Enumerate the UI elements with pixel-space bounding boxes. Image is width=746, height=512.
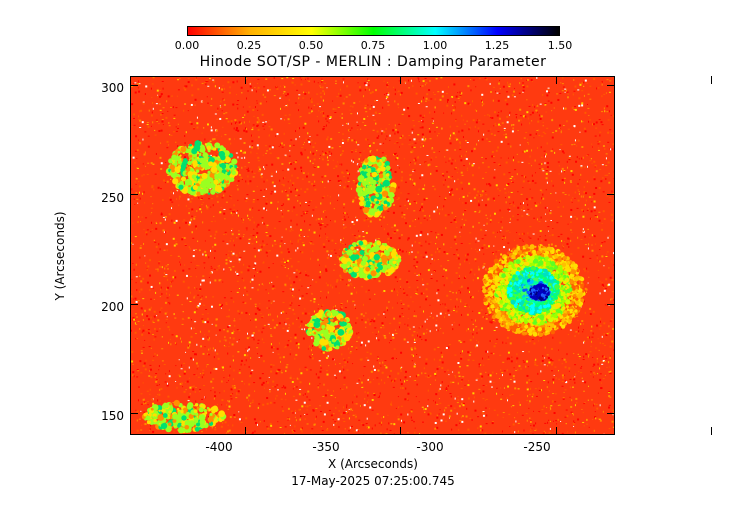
observation-timestamp: 17-May-2025 07:25:00.745 <box>291 474 455 488</box>
colorbar-tick-label: 0.00 <box>174 39 200 52</box>
y-tick-label: 200 <box>101 300 124 314</box>
colorbar-tick-label: 0.75 <box>360 39 386 52</box>
tickmark <box>130 303 138 305</box>
plage-upper-middle <box>355 155 397 218</box>
colorbar <box>187 26 560 36</box>
tickmark <box>607 84 615 86</box>
tickmark <box>400 76 402 84</box>
plage-upper-left <box>165 140 239 197</box>
tickmark <box>555 427 557 435</box>
plot-title: Hinode SOT/SP - MERLIN : Damping Paramet… <box>199 54 547 70</box>
tickmark <box>400 427 402 435</box>
y-tick-label: 150 <box>101 409 124 423</box>
tickmark <box>711 76 713 84</box>
x-tick-label: -250 <box>523 440 551 454</box>
tickmark <box>555 76 557 84</box>
tickmark <box>607 194 615 196</box>
plage-lower-left <box>141 399 227 434</box>
colorbar-tick-label: 0.25 <box>236 39 262 52</box>
x-axis-label: X (Arcseconds) <box>328 457 418 471</box>
plage-lower-center <box>305 309 354 352</box>
sunspot <box>482 243 586 338</box>
tickmark <box>245 76 247 84</box>
damping-parameter-map <box>130 76 615 435</box>
tickmark <box>130 194 138 196</box>
tickmark <box>711 427 713 435</box>
tickmark <box>130 84 138 86</box>
colorbar-tick-label: 1.00 <box>422 39 448 52</box>
tickmark <box>607 303 615 305</box>
tickmark <box>130 413 138 415</box>
tickmark <box>607 413 615 415</box>
map-noise <box>131 77 614 434</box>
y-tick-label: 250 <box>101 191 124 205</box>
x-tick-label: -400 <box>205 440 233 454</box>
tickmark <box>245 427 247 435</box>
colorbar-tick-label: 0.50 <box>298 39 324 52</box>
x-tick-label: -350 <box>312 440 340 454</box>
x-tick-label: -300 <box>416 440 444 454</box>
colorbar-tick-label: 1.50 <box>547 39 573 52</box>
map-image <box>131 77 614 434</box>
plage-middle-left <box>338 239 402 281</box>
colorbar-tick-label: 1.25 <box>484 39 510 52</box>
y-axis-label: Y (Arcseconds) <box>53 211 67 301</box>
y-tick-label: 300 <box>101 81 124 95</box>
